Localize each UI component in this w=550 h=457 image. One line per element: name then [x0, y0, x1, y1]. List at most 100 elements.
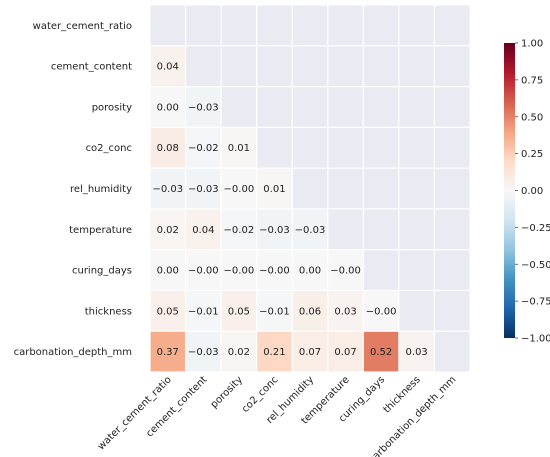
heatmap-cell [150, 209, 185, 250]
y-tick-label: porosity [92, 102, 132, 113]
masked-cell [399, 250, 434, 290]
cell-value-label: −0.03 [259, 225, 290, 236]
heatmap-cell [257, 291, 292, 331]
masked-cell [435, 168, 470, 209]
masked-cell [363, 209, 399, 250]
cell-value-label: 0.52 [370, 347, 392, 358]
masked-cell [435, 87, 470, 127]
cell-value-label: 0.06 [299, 306, 321, 317]
masked-cell [435, 46, 470, 86]
heatmap-cell [150, 87, 185, 127]
cell-value-label: 0.00 [157, 102, 179, 113]
masked-cell [363, 250, 399, 290]
colorbar: 1.00 0.75 0.50 0.25 0.00 −0.25 −0.50 −0.75 −1.00 [504, 39, 550, 345]
masked-cell [399, 168, 434, 209]
y-tick-label: curing_days [72, 266, 132, 277]
heatmap-cell [150, 331, 185, 372]
cell-value-label: 0.37 [157, 347, 179, 358]
masked-cell [363, 46, 399, 86]
y-tick-label: cement_content [51, 62, 132, 73]
masked-cell [435, 291, 470, 331]
heatmap-cell [186, 127, 221, 168]
colorbar-tick-label: 0.25 [521, 149, 543, 160]
heatmap-cell [328, 331, 363, 372]
y-axis-tick-labels: water_cement_ratio cement_content porosity… [14, 21, 133, 358]
masked-cell [363, 87, 399, 127]
heatmap-cell [150, 168, 185, 209]
heatmap-cell [363, 331, 399, 372]
colorbar-tick-label: 1.00 [521, 39, 543, 50]
masked-cell [328, 87, 363, 127]
heatmap-cell [221, 209, 257, 250]
cell-value-label: −0.00 [224, 184, 255, 195]
masked-cell [328, 5, 363, 46]
masked-cell [435, 127, 470, 168]
heatmap-cell [257, 209, 292, 250]
cell-value-label: 0.08 [157, 143, 179, 154]
masked-cell [328, 209, 363, 250]
cell-value-label: −0.03 [188, 184, 219, 195]
masked-cell [221, 5, 257, 46]
heatmap-cell [150, 291, 185, 331]
masked-cell [292, 5, 328, 46]
heatmap-cell [186, 209, 221, 250]
heatmap-cell [328, 250, 363, 290]
masked-cell [221, 46, 257, 86]
masked-cell [328, 46, 363, 86]
cell-value-label: −0.00 [330, 266, 361, 277]
cell-value-label: 0.21 [263, 347, 285, 358]
y-tick-label: temperature [69, 225, 132, 236]
heatmap-cell-labels: 0.04 0.00 −0.03 0.08 −0.02 0.01 −0.03 −0.03 −0.0… [152, 62, 427, 358]
colorbar-ticks: 1.00 0.75 0.50 0.25 0.00 −0.25 −0.50 −0.75 −1.00 [515, 39, 550, 345]
cell-value-label: −0.00 [224, 266, 255, 277]
heatmap-cells [150, 5, 470, 372]
masked-cell [399, 46, 434, 86]
masked-cell [363, 5, 399, 46]
y-tick-label: carbonation_depth_mm [14, 347, 132, 358]
masked-cell [435, 209, 470, 250]
masked-cell [292, 127, 328, 168]
masked-cell [328, 127, 363, 168]
heatmap-cell [257, 250, 292, 290]
heatmap-cell [186, 168, 221, 209]
masked-cell [257, 127, 292, 168]
heatmap-cell [221, 168, 257, 209]
cell-value-label: −0.00 [259, 266, 290, 277]
heatmap-cell [150, 127, 185, 168]
colorbar-tick-label: −1.00 [521, 334, 550, 345]
y-tick-label: co2_conc [86, 143, 132, 154]
colorbar-tick-label: −0.50 [521, 260, 550, 271]
masked-cell [292, 168, 328, 209]
cell-value-label: −0.01 [188, 306, 219, 317]
cell-value-label: 0.02 [228, 347, 250, 358]
cell-value-label: −0.01 [259, 306, 290, 317]
cell-value-label: −0.02 [224, 225, 255, 236]
colorbar-tick-label: 0.00 [521, 186, 543, 197]
cell-value-label: −0.03 [152, 184, 183, 195]
y-tick-label: rel_humidity [70, 184, 132, 195]
heatmap-cell [328, 291, 363, 331]
masked-cell [186, 46, 221, 86]
masked-cell [399, 5, 434, 46]
colorbar-tick-label: −0.75 [521, 297, 550, 308]
masked-cell [435, 331, 470, 372]
cell-value-label: −0.03 [188, 347, 219, 358]
cell-value-label: −0.00 [188, 266, 219, 277]
masked-cell [257, 46, 292, 86]
heatmap-cell [399, 331, 434, 372]
heatmap-cell [221, 331, 257, 372]
masked-cell [363, 168, 399, 209]
masked-cell [399, 209, 434, 250]
x-tick-label: porosity [209, 374, 245, 410]
heatmap-cell [292, 250, 328, 290]
masked-cell [292, 87, 328, 127]
heatmap-cell [221, 291, 257, 331]
masked-cell [435, 250, 470, 290]
heatmap-cell [221, 250, 257, 290]
heatmap-cell [221, 127, 257, 168]
cell-value-label: 0.04 [192, 225, 214, 236]
heatmap-cell [186, 331, 221, 372]
heatmap-cell [292, 331, 328, 372]
masked-cell [150, 5, 185, 46]
